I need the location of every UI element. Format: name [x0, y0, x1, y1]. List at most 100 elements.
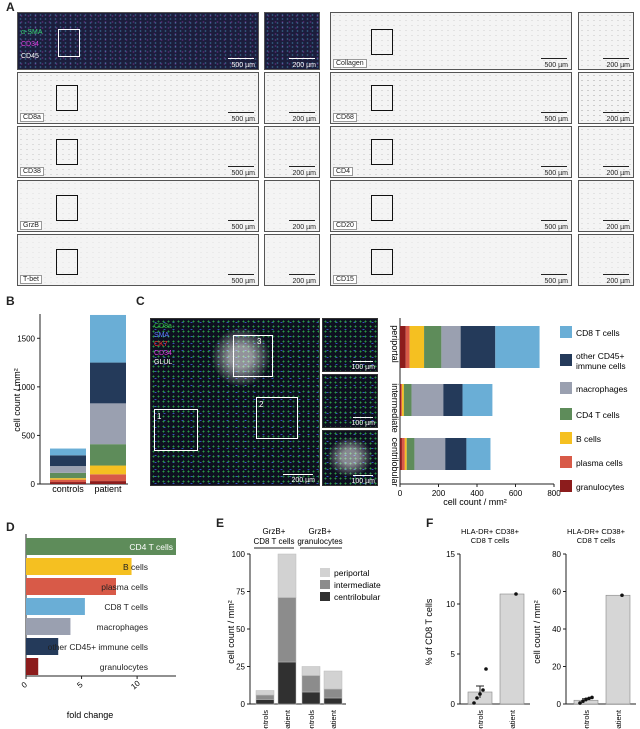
panel-label-e: E — [216, 516, 225, 530]
channel-sma: SMA — [154, 332, 170, 339]
chart-b-ytick-label: 1000 — [17, 383, 35, 392]
chart-c-bar-segment — [441, 326, 461, 368]
chart-d-bar — [26, 598, 85, 615]
chart-e-legend-swatch — [320, 592, 330, 601]
chart-f2-data-point — [620, 593, 624, 598]
chart-f1-bar — [499, 593, 525, 705]
scale-label: 500 µm — [544, 62, 569, 69]
chart-f1-title-line2: CD8 T cells — [471, 536, 510, 545]
scale-label: 500 µm — [231, 116, 256, 123]
tile-cd8a-zoom: 200 µm — [264, 72, 320, 124]
legend-swatch — [560, 456, 572, 468]
marker-label: GrzB — [20, 221, 42, 230]
scale-label: 200 µm — [606, 62, 631, 69]
chart-f1-ytick-label: 0 — [451, 700, 456, 709]
chart-f1-ytick-label: 15 — [446, 550, 455, 559]
panel-label-f: F — [426, 516, 434, 530]
tile-cd20-zoom: 200 µm — [578, 180, 634, 232]
chart-e-bar-segment — [277, 553, 297, 598]
chart-c-xtick-label: 0 — [398, 489, 403, 498]
marker-label: CD4 — [333, 167, 354, 176]
tile-cd20: CD20 500 µm — [330, 180, 572, 232]
scale-label: 200 µm — [606, 224, 631, 231]
chart-e-group-2-line1: GrzB+ — [309, 527, 332, 536]
scale-label: 500 µm — [231, 224, 256, 231]
chart-e-bar-segment — [323, 670, 343, 690]
chart-d-category-label: other CD45+ immune cells — [48, 642, 148, 652]
scale-label: 100 µm — [351, 420, 376, 427]
chart-f2-xtick-label: controls — [582, 710, 591, 729]
chart-e-ylabel: cell count / mm² — [226, 600, 236, 664]
chart-d-category-label: plasma cells — [101, 582, 148, 592]
marker-label: Collagen — [333, 59, 367, 68]
chart-f2-data-point — [587, 696, 591, 701]
chart-f1-ytick-label: 10 — [446, 600, 455, 609]
chart-d-bar — [26, 578, 116, 595]
tile-cd4-zoom: 200 µm — [578, 126, 634, 178]
marker-label: CD38 — [20, 167, 44, 176]
scale-label: 500 µm — [231, 62, 256, 69]
legend-label: immune cells — [576, 361, 626, 371]
chart-e-ytick-label: 100 — [232, 550, 246, 559]
chart-e-bar-segment — [323, 688, 343, 699]
tile-cd68-zoom: 200 µm — [578, 72, 634, 124]
chart-f2-ytick-label: 20 — [552, 663, 561, 672]
overview-tile: α-SMA CD34 CD45 500 µm — [17, 12, 259, 70]
chart-b-bar-segment — [50, 482, 86, 484]
chart-b-xtick-controls: controls — [52, 484, 84, 494]
tile-cd8a: CD8a 500 µm — [17, 72, 259, 124]
chart-d-bar — [26, 538, 176, 555]
roi-box — [154, 409, 198, 451]
scale-label: 500 µm — [544, 224, 569, 231]
chart-f1-data-point — [478, 692, 482, 696]
legend-swatch — [560, 326, 572, 338]
scale-label: 500 µm — [231, 170, 256, 177]
chart-e-ytick-label: 50 — [236, 625, 245, 634]
scale-label: 200 µm — [292, 116, 317, 123]
chart-f2-ytick-label: 0 — [557, 700, 562, 709]
scale-label: 500 µm — [544, 170, 569, 177]
chart-e-bar-segment — [301, 675, 321, 693]
legend-label: CD8 T cells — [576, 328, 620, 338]
chart-c-bar-segment — [405, 326, 410, 368]
scale-label: 100 µm — [351, 478, 376, 485]
tile-cd4: CD4 500 µm — [330, 126, 572, 178]
chart-e-ytick-label: 75 — [236, 588, 245, 597]
chart-e-legend-label: centrilobular — [334, 592, 380, 602]
chart-d-xtick-label: 10 — [129, 678, 142, 691]
chart-f2-ytick-label: 40 — [552, 625, 561, 634]
legend-swatch — [560, 382, 572, 394]
scale-label: 200 µm — [606, 116, 631, 123]
panel-label-c: C — [136, 294, 145, 308]
chart-b-bar-segment — [50, 466, 86, 473]
chart-f2-ylabel: cell count / mm² — [532, 600, 542, 664]
chart-f1-data-point — [481, 688, 485, 692]
legend-label: plasma cells — [576, 458, 623, 468]
chart-c-xtick-label: 200 — [432, 489, 446, 498]
chart-b-bar-segment — [50, 479, 86, 483]
roi-label-1: 1 — [157, 412, 162, 421]
chart-c-bar-segment — [460, 326, 496, 368]
panel-c-main-image: 3 1 2 CD8a SMA CK7 CD34 GLUL 200 µm — [150, 318, 320, 486]
chart-c-xtick-label: 400 — [470, 489, 484, 498]
chart-e-group-1-line1: GrzB+ — [263, 527, 286, 536]
panel-label-a: A — [6, 0, 15, 14]
legend-label: macrophages — [576, 384, 628, 394]
channel-cd34: CD34 — [154, 350, 172, 357]
legend-label: B cells — [576, 434, 601, 444]
chart-c-bar-segment — [400, 326, 406, 368]
chart-f1-data-point — [514, 592, 518, 596]
chart-b-bar-segment — [90, 444, 126, 466]
chart-c-bar-segment — [404, 438, 407, 470]
chart-f1-data-point — [472, 701, 476, 705]
chart-b-bar-segment — [90, 314, 126, 363]
scale-label: 200 µm — [606, 278, 631, 285]
chart-c-bar-segment — [462, 384, 493, 416]
chart-f2-bar — [605, 594, 631, 705]
legend-swatch — [560, 480, 572, 492]
legend-swatch — [560, 354, 572, 366]
chart-b: 0 500 1000 1500 cell count / mm² controls p… — [12, 314, 128, 494]
chart-f1-xtick-label: controls — [476, 710, 485, 729]
scale-label: 500 µm — [544, 278, 569, 285]
chart-d-category-label: B cells — [123, 562, 148, 572]
